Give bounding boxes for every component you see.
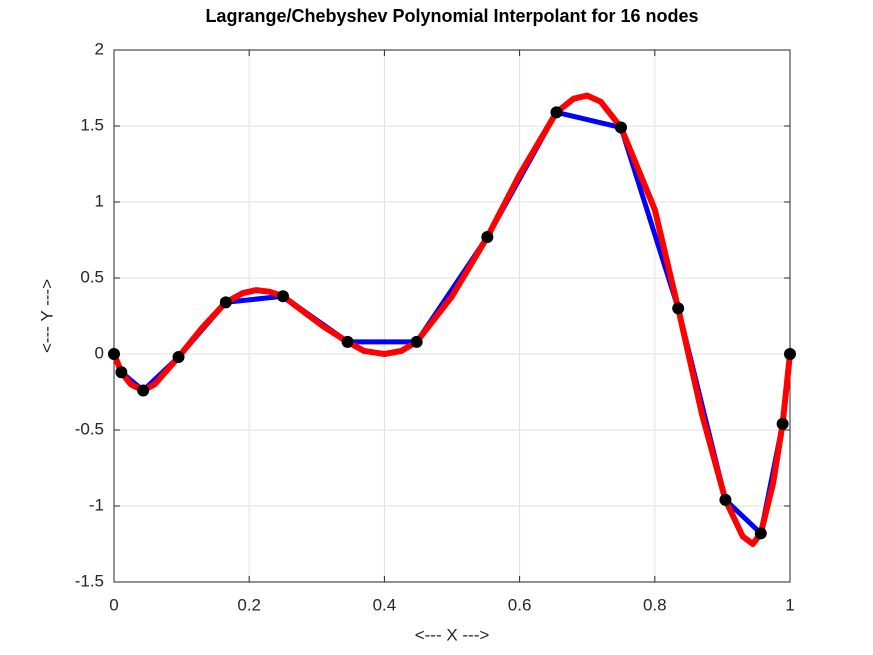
- x-axis-label: <--- X --->: [415, 625, 490, 644]
- data-point: [115, 366, 128, 379]
- data-point: [550, 106, 563, 119]
- data-point: [108, 348, 120, 360]
- x-tick-label: 1: [785, 595, 794, 614]
- x-tick-label: 0.6: [508, 595, 532, 614]
- y-tick-label: -1: [89, 495, 104, 514]
- data-point: [754, 527, 767, 540]
- plot-frame: [113, 49, 791, 583]
- data-point: [277, 290, 289, 303]
- data-point: [776, 417, 789, 430]
- data-point: [672, 302, 685, 315]
- y-tick-label: 0.5: [80, 267, 104, 286]
- x-tick-label: 0.4: [373, 595, 397, 614]
- data-point: [615, 121, 627, 134]
- x-tick-label: 0.8: [643, 595, 667, 614]
- data-point: [172, 351, 185, 364]
- chart-title: Lagrange/Chebyshev Polynomial Interpolan…: [205, 6, 698, 26]
- data-point: [341, 335, 354, 348]
- data-point: [719, 493, 732, 506]
- data-point: [137, 384, 150, 397]
- x-tick-label: 0.2: [237, 595, 261, 614]
- y-tick-label: 1: [95, 191, 104, 210]
- data-point: [410, 335, 423, 348]
- y-tick-label: 2: [95, 39, 104, 58]
- data-point: [784, 348, 796, 360]
- x-tick-label: 0: [109, 595, 118, 614]
- y-axis-label: <--- Y --->: [37, 279, 56, 353]
- y-tick-label: 0: [95, 343, 104, 362]
- y-tick-label: 1.5: [80, 115, 104, 134]
- y-tick-label: -1.5: [75, 571, 104, 590]
- data-point: [481, 230, 494, 243]
- data-point: [219, 296, 232, 309]
- y-tick-label: -0.5: [75, 419, 104, 438]
